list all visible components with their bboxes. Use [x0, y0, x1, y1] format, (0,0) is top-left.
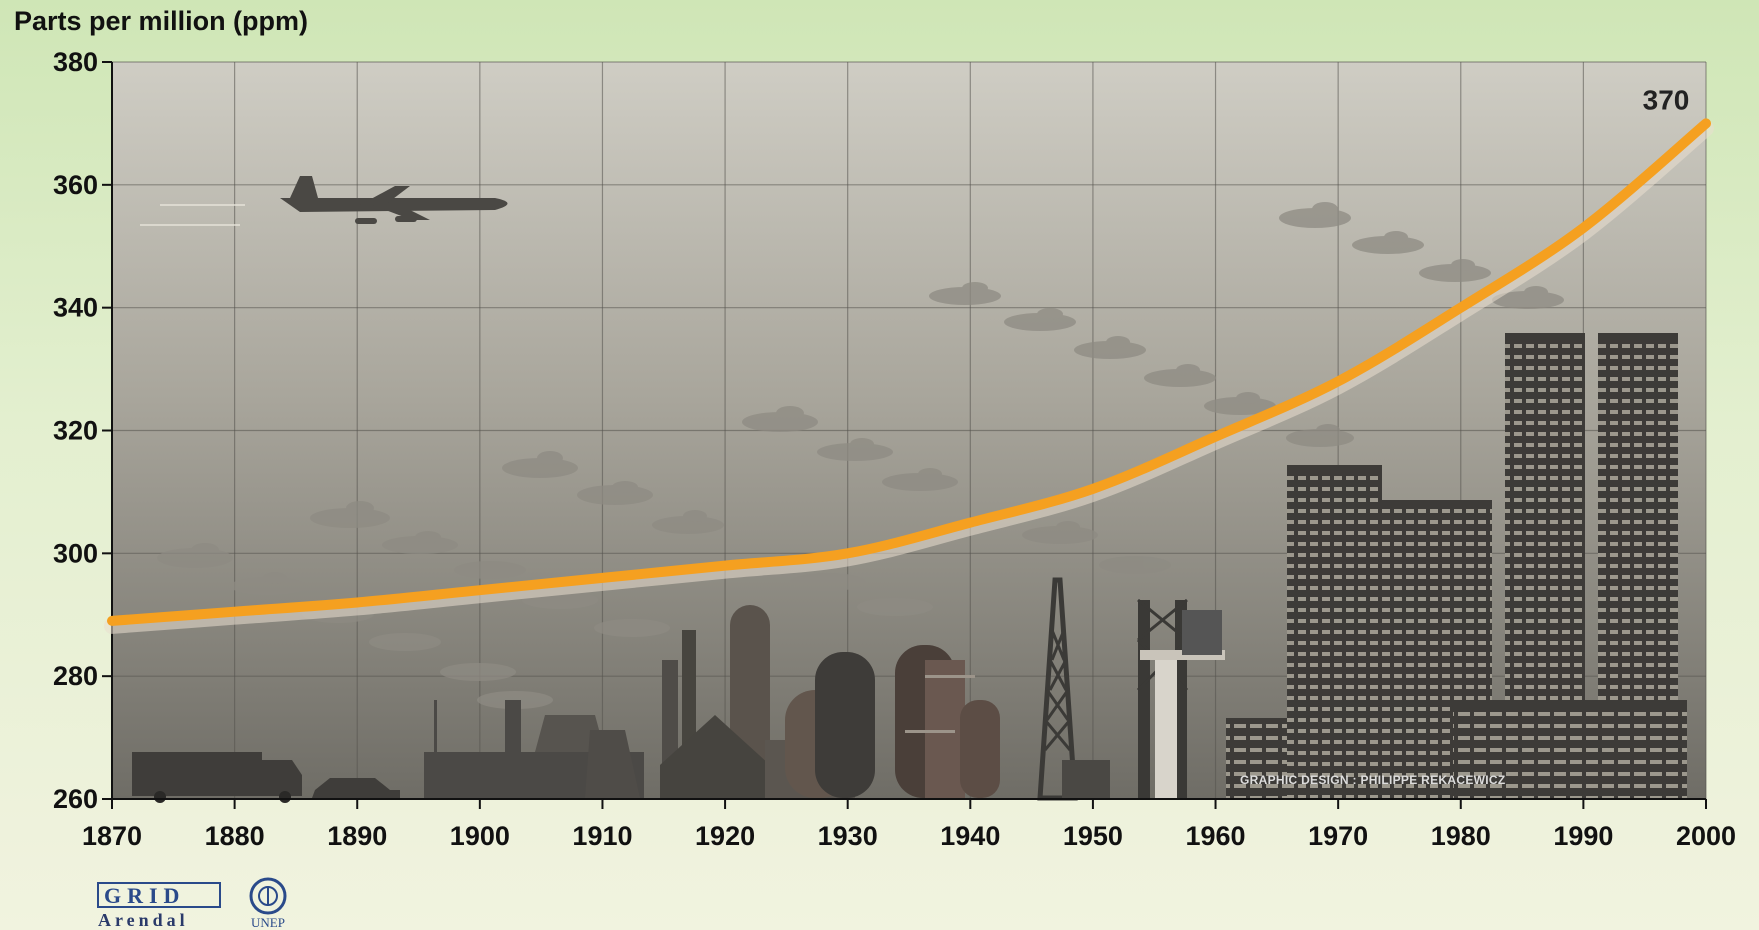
- x-tick-label: 1960: [1185, 821, 1245, 851]
- co2-series: [104, 118, 1714, 634]
- logo-unep-text: UNEP: [251, 915, 285, 930]
- end-value-label: 370: [1643, 84, 1690, 115]
- y-tick-label: 320: [53, 416, 98, 446]
- x-tick-label: 1950: [1063, 821, 1123, 851]
- x-tick-label: 1990: [1553, 821, 1613, 851]
- y-tick-label: 300: [53, 538, 98, 568]
- background-illustration: [132, 176, 1687, 803]
- x-tick-label: 1880: [205, 821, 265, 851]
- y-tick-label: 280: [53, 661, 98, 691]
- x-tick-label: 1910: [572, 821, 632, 851]
- logo-arendal-text: Arendal: [98, 910, 189, 930]
- x-tick-label: 1940: [940, 821, 1000, 851]
- vehicles-illustration: [132, 752, 400, 803]
- logo-grid-text: GRID: [104, 883, 185, 908]
- y-axis-ticks: 260 280 300 320 340 360 380: [53, 47, 112, 814]
- factory-skyline: [424, 577, 1225, 801]
- unep-logo: UNEP: [249, 877, 287, 930]
- x-axis-ticks: 1870 1880 1890 1900 1910 1920 1930 1940 1950 1960…: [82, 799, 1736, 851]
- x-tick-label: 1970: [1308, 821, 1368, 851]
- credit-text: GRAPHIC DESIGN : PHILIPPE REKACEWICZ: [1240, 773, 1505, 787]
- x-tick-label: 1980: [1431, 821, 1491, 851]
- x-tick-label: 1900: [450, 821, 510, 851]
- x-tick-label: 1930: [818, 821, 878, 851]
- y-tick-label: 260: [53, 784, 98, 814]
- x-tick-label: 1920: [695, 821, 755, 851]
- unep-emblem-icon: [249, 877, 287, 915]
- city-skyline: [1226, 333, 1687, 798]
- x-tick-label: 2000: [1676, 821, 1736, 851]
- y-axis-title: Parts per million (ppm): [14, 6, 308, 36]
- x-tick-label: 1890: [327, 821, 387, 851]
- grid-arendal-logo: GRID Arendal: [97, 882, 221, 930]
- airplane-icon: [140, 176, 508, 226]
- y-tick-label: 360: [53, 170, 98, 200]
- y-tick-label: 340: [53, 293, 98, 323]
- y-tick-label: 380: [53, 47, 98, 77]
- x-tick-label: 1870: [82, 821, 142, 851]
